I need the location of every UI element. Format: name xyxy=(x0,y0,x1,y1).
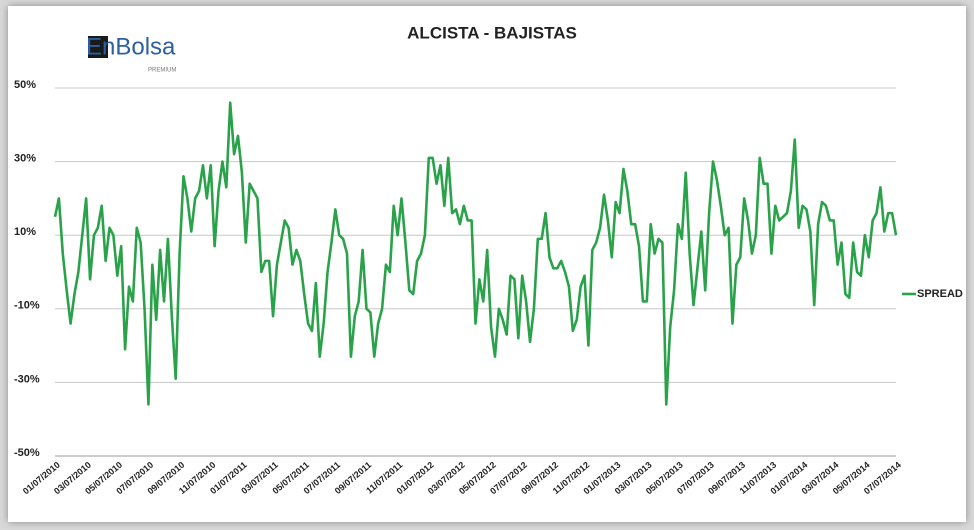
legend-label: SPREAD xyxy=(917,288,963,300)
logo: EnBolsa xyxy=(86,33,176,60)
data-line xyxy=(53,101,898,406)
logo-sub: PREMIUM xyxy=(148,68,176,74)
chart-title: ALCISTA - BAJISTAS xyxy=(407,23,577,42)
logo-box xyxy=(88,36,108,58)
y-tick-label: -10% xyxy=(14,300,40,312)
y-tick-label: 30% xyxy=(14,153,36,165)
y-tick-label: 10% xyxy=(14,226,36,238)
y-tick-label: -50% xyxy=(14,447,40,459)
y-tick-label: 50% xyxy=(14,79,36,91)
y-tick-label: -30% xyxy=(14,373,40,385)
